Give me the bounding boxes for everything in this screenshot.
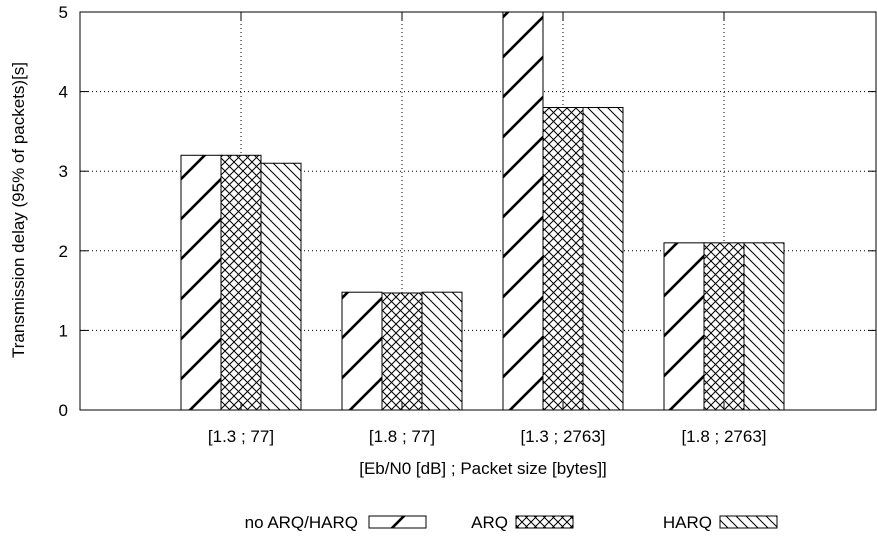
legend-label: HARQ [663,513,712,532]
bar-crosshatch [542,107,584,411]
legend-swatch-forward-diagonal [368,515,427,529]
bar-forward-diagonal [663,242,705,411]
y-tick-label: 5 [59,3,68,22]
legend-label: ARQ [471,513,508,532]
bar-back-diagonal [743,242,785,411]
bar-back-diagonal [421,291,463,411]
x-axis-title: [Eb/N0 [dB] ; Packet size [bytes]] [359,459,607,478]
y-axis-title: Transmission delay (95% of packets)[s] [9,62,28,358]
y-tick-label: 3 [59,162,68,181]
y-axis: 0 1 2 3 4 5 [59,3,876,420]
x-tick-label: [1.3 ; 2763] [520,427,605,446]
legend-swatch-crosshatch [515,515,574,529]
bar-crosshatch [381,292,423,411]
y-tick-label: 4 [59,83,68,102]
bar-back-diagonal [260,162,302,411]
x-axis: [1.3 ; 77] [1.8 ; 77] [1.3 ; 2763] [1.8 ; 2… [208,12,767,446]
legend: no ARQ/HARQ ARQ HARQ [245,513,778,532]
bar-forward-diagonal [341,291,383,411]
x-tick-label: [1.8 ; 2763] [681,427,766,446]
y-tick-label: 0 [59,401,68,420]
bar-back-diagonal [582,107,624,411]
legend-label: no ARQ/HARQ [245,513,358,532]
y-tick-label: 1 [59,321,68,340]
bar-forward-diagonal [180,154,222,411]
plot-frame [79,11,877,411]
bars [180,11,785,411]
x-tick-label: [1.3 ; 77] [208,427,274,446]
y-tick-label: 2 [59,242,68,261]
bar-crosshatch [220,154,262,411]
bar-crosshatch [703,242,745,411]
legend-swatch-back-diagonal [719,515,778,529]
bar-forward-diagonal [502,11,544,411]
x-tick-label: [1.8 ; 77] [369,427,435,446]
